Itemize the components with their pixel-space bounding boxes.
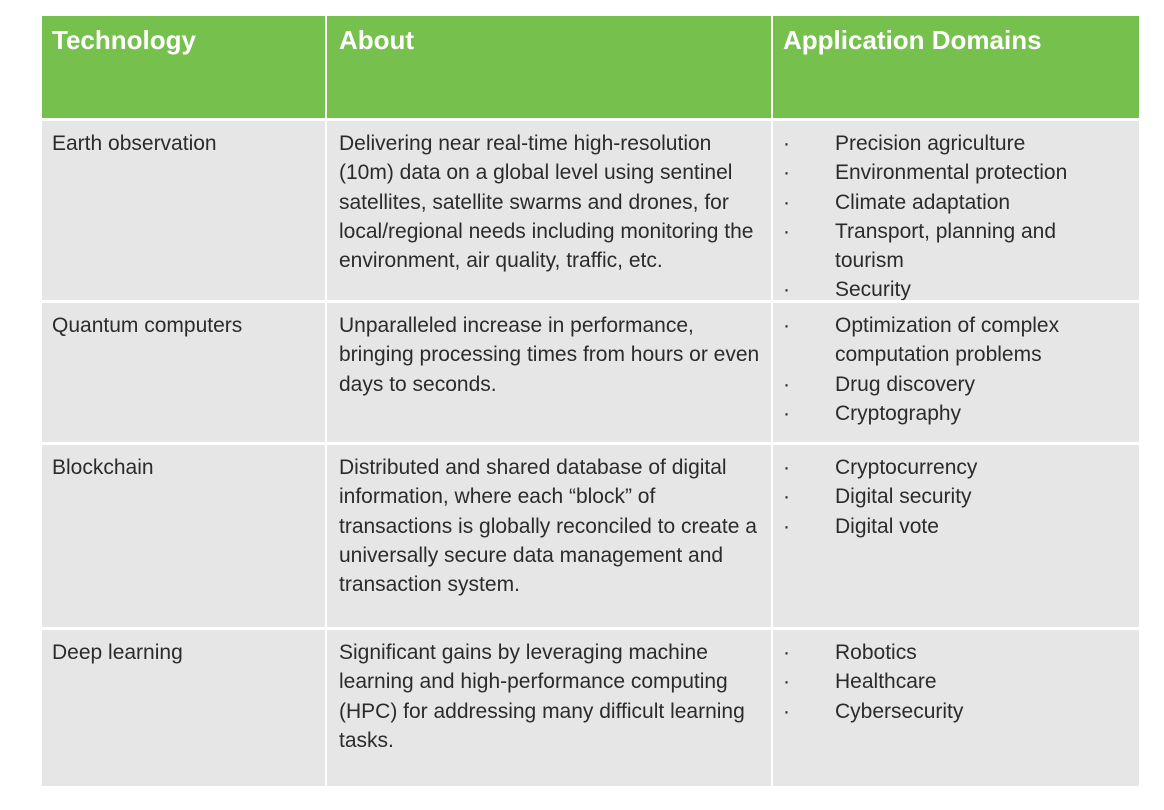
domain-item: Climate adaptation bbox=[783, 188, 1135, 218]
header-about: About bbox=[327, 16, 771, 118]
row-1-about: Delivering near real-time high-resolutio… bbox=[327, 121, 771, 300]
row-4-technology: Deep learning bbox=[42, 630, 325, 786]
row-2-about: Unparalleled increase in performance, br… bbox=[327, 303, 771, 442]
row-3-domain-list: Cryptocurrency Digital security Digital … bbox=[783, 453, 1135, 541]
domain-item: Security bbox=[783, 275, 1135, 300]
domain-item: Precision agriculture bbox=[783, 129, 1135, 159]
domain-item: Drug discovery bbox=[783, 370, 1135, 400]
row-4-about: Significant gains by leveraging machine … bbox=[327, 630, 771, 786]
row-1-technology: Earth observation bbox=[42, 121, 325, 300]
row-3-domains: Cryptocurrency Digital security Digital … bbox=[773, 445, 1139, 627]
domain-item: Cryptography bbox=[783, 399, 1135, 429]
domain-item: Digital security bbox=[783, 482, 1135, 512]
row-4-domains: Robotics Healthcare Cybersecurity bbox=[773, 630, 1139, 786]
row-2-domains: Optimization of complex computation prob… bbox=[773, 303, 1139, 442]
domain-item: Transport, planning and tourism bbox=[783, 217, 1135, 276]
domain-item: Optimization of complex computation prob… bbox=[783, 311, 1135, 370]
row-3-about: Distributed and shared database of digit… bbox=[327, 445, 771, 627]
domain-item: Cybersecurity bbox=[783, 697, 1135, 727]
domain-item: Digital vote bbox=[783, 512, 1135, 542]
domain-item: Cryptocurrency bbox=[783, 453, 1135, 483]
row-4-domain-list: Robotics Healthcare Cybersecurity bbox=[783, 638, 1135, 726]
header-application-domains: Application Domains bbox=[773, 16, 1139, 118]
technology-table: Technology About Application Domains Ear… bbox=[42, 16, 1139, 786]
domain-item: Healthcare bbox=[783, 667, 1135, 697]
row-1-domain-list: Precision agriculture Environmental prot… bbox=[783, 129, 1135, 300]
header-technology: Technology bbox=[42, 16, 325, 118]
row-3-technology: Blockchain bbox=[42, 445, 325, 627]
row-1-domains: Precision agriculture Environmental prot… bbox=[773, 121, 1139, 300]
row-2-domain-list: Optimization of complex computation prob… bbox=[783, 311, 1135, 428]
domain-item: Robotics bbox=[783, 638, 1135, 668]
row-2-technology: Quantum computers bbox=[42, 303, 325, 442]
domain-item: Environmental protection bbox=[783, 158, 1135, 188]
